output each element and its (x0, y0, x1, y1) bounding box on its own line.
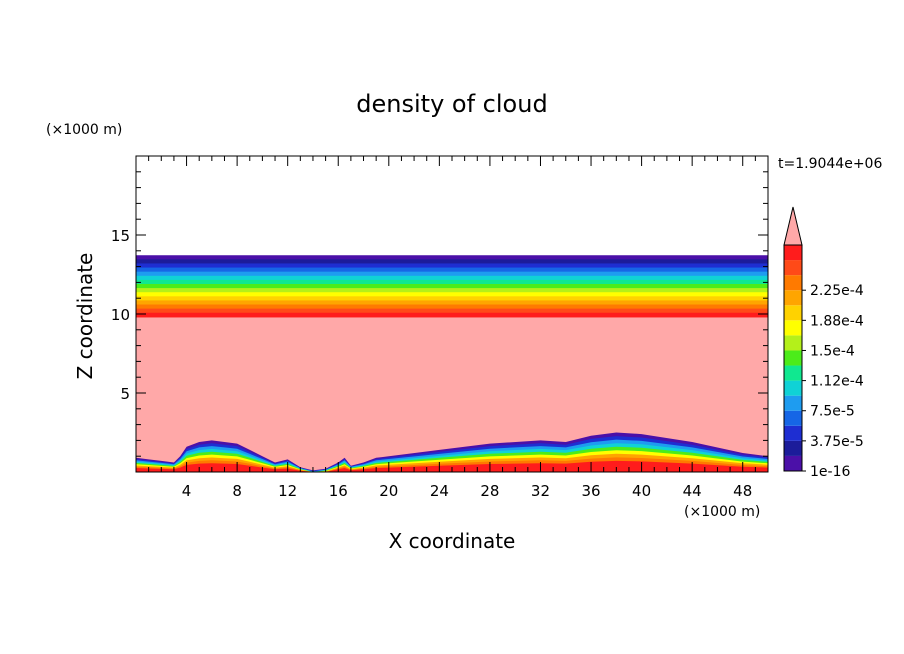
upper-band-level-7 (136, 279, 768, 285)
upper-band-level-9 (136, 288, 768, 293)
upper-band-level-14 (136, 308, 768, 314)
colorbar-label: 1e-16 (810, 464, 850, 480)
upper-band-level-11 (136, 296, 768, 302)
colorbar-swatch (784, 245, 802, 261)
x-tick-label: 16 (329, 482, 348, 500)
colorbar-swatch (784, 425, 802, 441)
upper-band-level-8 (136, 283, 768, 289)
upper-band-level-1 (136, 255, 768, 260)
y-tick-label: 15 (111, 227, 130, 245)
x-tick-label: 44 (683, 482, 702, 500)
colorbar-swatch (784, 380, 802, 396)
colorbar-label: 2.25e-4 (810, 283, 864, 299)
lower-band-level-9 (136, 460, 768, 472)
x-unit-label: (×1000 m) (684, 504, 760, 520)
colorbar-swatch (784, 395, 802, 411)
colorbar-label: 1.12e-4 (810, 374, 864, 390)
colorbar-swatch (784, 410, 802, 426)
y-axis: 5 10 15 (111, 171, 768, 457)
x-tick-label: 48 (733, 482, 752, 500)
colorbar-swatch (784, 260, 802, 276)
x-tick-label: 24 (430, 482, 449, 500)
x-tick-label: 28 (480, 482, 499, 500)
colorbar-swatch (784, 305, 802, 321)
colorbar: 1e-16 3.75e-5 7.5e-5 1.12e-4 1.5e-4 1.88e-4 2.… (783, 206, 864, 480)
upper-band-level-2 (136, 259, 768, 265)
colorbar-frame (783, 244, 803, 472)
x-tick-label: 4 (182, 482, 192, 500)
upper-band-level-4 (136, 267, 768, 273)
colorbar-swatch (784, 350, 802, 366)
x-tick-label: 40 (632, 482, 651, 500)
x-tick-label: 12 (278, 482, 297, 500)
upper-band-level-5 (136, 271, 768, 277)
colorbar-swatch (784, 275, 802, 291)
upper-band-level-12 (136, 300, 768, 306)
colorbar-label: 1.5e-4 (810, 343, 855, 359)
colorbar-swatch (784, 455, 802, 471)
upper-band-level-13 (136, 304, 768, 310)
x-tick-label: 36 (581, 482, 600, 500)
x-axis: 4 8 12 16 20 24 28 32 36 40 44 48 (148, 156, 756, 500)
colorbar-label: 7.5e-5 (810, 404, 855, 420)
upper-band-level-3 (136, 263, 768, 269)
colorbar-swatch (784, 320, 802, 336)
colorbar-label: 1.88e-4 (810, 313, 864, 329)
y-tick-label: 10 (111, 306, 130, 324)
upper-band-level-15 (136, 312, 768, 318)
y-unit-label: (×1000 m) (46, 122, 122, 138)
colorbar-swatch (784, 440, 802, 456)
colorbar-label: 3.75e-5 (810, 434, 864, 450)
upper-band-level-10 (136, 292, 768, 297)
time-label: t=1.9044e+06 (778, 156, 882, 172)
y-tick-label: 5 (120, 385, 130, 403)
colorbar-swatch (784, 290, 802, 306)
chart-title: density of cloud (356, 90, 547, 118)
density-field (136, 255, 768, 472)
colorbar-swatch (784, 365, 802, 381)
x-tick-label: 8 (232, 482, 242, 500)
colorbar-swatch (784, 335, 802, 351)
y-axis-label: Z coordinate (73, 253, 97, 380)
x-axis-label: X coordinate (389, 529, 516, 553)
x-tick-label: 20 (379, 482, 398, 500)
colorbar-extend-arrow (783, 206, 803, 246)
x-tick-label: 32 (531, 482, 550, 500)
upper-band-level-6 (136, 275, 768, 281)
